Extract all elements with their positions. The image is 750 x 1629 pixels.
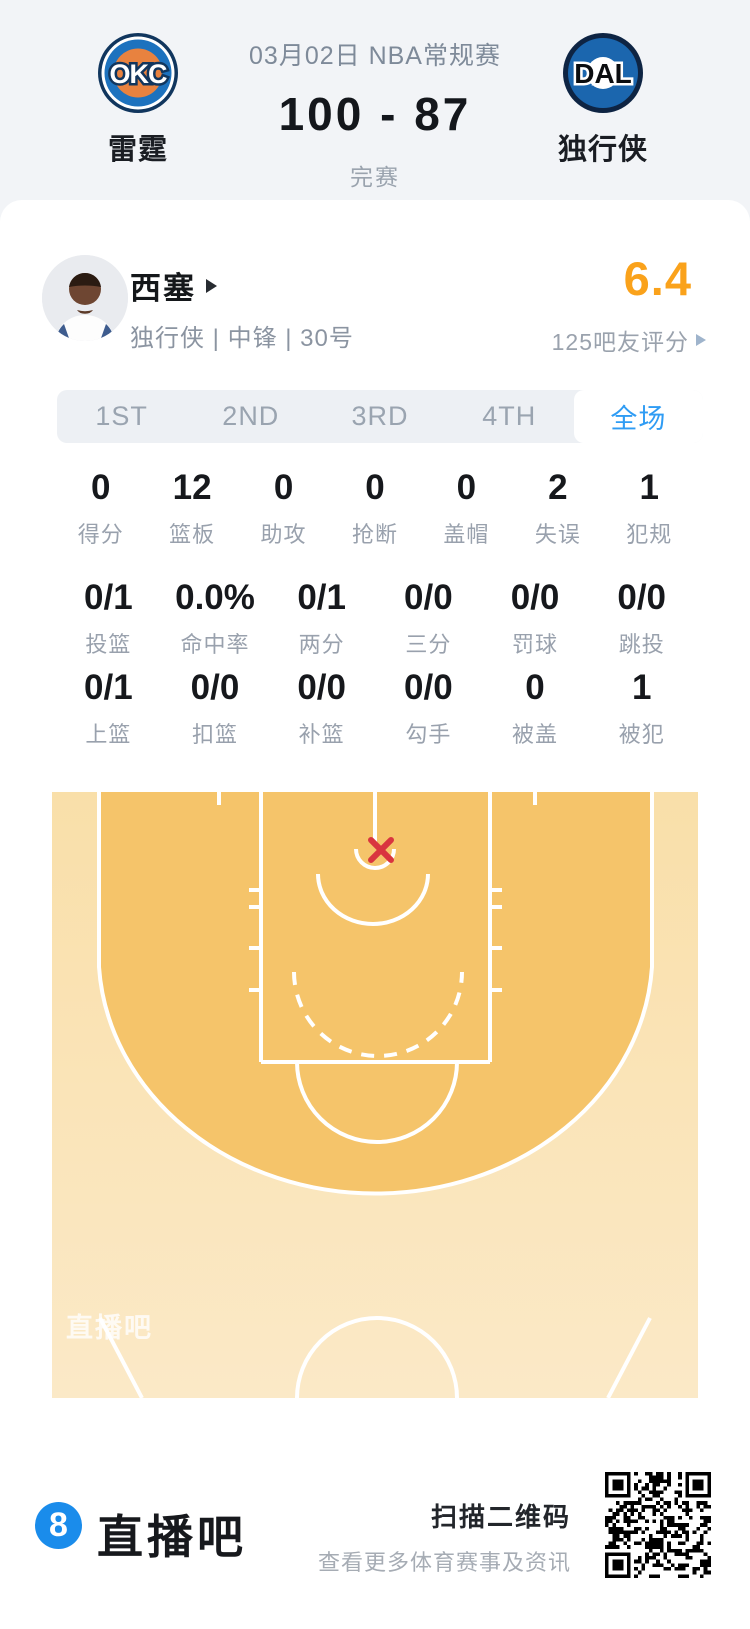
stat-layup: 0/1 上篮 <box>84 668 133 747</box>
three-point-line <box>97 792 654 1196</box>
team-home-name: 雷霆 <box>107 134 168 166</box>
missed-shot-x-marker <box>368 837 394 863</box>
lane-ticks <box>249 888 502 992</box>
stat-putback: 0/0 补篮 <box>297 668 346 747</box>
player-name-row[interactable]: 西塞 <box>130 263 217 308</box>
stat-fg: 0/1 投篮 <box>84 578 133 657</box>
three-point-area <box>99 792 652 1194</box>
match-center: 03月02日 NBA常规赛 100 - 87 完赛 <box>190 36 560 192</box>
quarter-tabbar: 1ST 2ND 3RD 4TH 全场 <box>57 390 704 443</box>
team-away: DAL 独行侠 <box>548 31 658 168</box>
rating-label: 125吧友评分 <box>551 329 689 355</box>
rating-link[interactable]: 125吧友评分 <box>552 323 706 357</box>
team-home: OKC 雷霆 <box>83 31 193 168</box>
okc-team-logo-icon: OKC <box>96 31 180 115</box>
dal-team-logo-icon: DAL <box>561 31 645 115</box>
stat-blocks: 0 盖帽 <box>443 468 490 547</box>
stats-row-basic: 0 得分 12 篮板 0 助攻 0 抢断 0 盖帽 2 失误 1 犯规 <box>55 468 695 549</box>
stat-3pt: 0/0 三分 <box>404 578 453 657</box>
court-watermark: 直播吧 <box>66 1313 153 1343</box>
shot-chart-court: 直播吧 <box>52 792 698 1399</box>
qr-subtitle: 查看更多体育赛事及资讯 <box>317 1550 571 1575</box>
stats-row-shooting: 0/1 投篮 0.0% 命中率 0/1 两分 0/0 三分 0/0 罚球 0/0 跳投 <box>55 578 695 659</box>
player-avatar[interactable] <box>42 255 128 341</box>
stat-turnovers: 2 失误 <box>534 468 581 547</box>
stat-fouls: 1 犯规 <box>626 468 673 547</box>
qr-code <box>605 1472 711 1578</box>
stat-2pt: 0/1 两分 <box>297 578 346 657</box>
chevron-right-icon <box>696 334 706 346</box>
qr-caption: 扫描二维码 查看更多体育赛事及资讯 <box>318 1497 571 1577</box>
key-lines <box>259 792 492 1064</box>
stat-points: 0 得分 <box>77 468 124 547</box>
player-rating: 6.4 <box>623 252 692 305</box>
restricted-area-arc <box>316 873 430 926</box>
baseline-ticks <box>217 792 537 805</box>
rim-arc <box>354 848 396 870</box>
match-status: 完赛 <box>350 164 400 190</box>
tab-full-game[interactable]: 全场 <box>573 390 704 443</box>
tab-1st[interactable]: 1ST <box>95 401 148 431</box>
stat-steals: 0 抢断 <box>351 468 398 547</box>
match-score: 100 - 87 <box>278 88 472 140</box>
chevron-right-icon <box>206 278 217 293</box>
match-date: 03月02日 NBA常规赛 <box>249 42 501 70</box>
tab-4th[interactable]: 4TH <box>482 401 537 431</box>
brand-name: 直播吧 <box>97 1511 247 1563</box>
player-name: 西塞 <box>130 271 196 306</box>
stats-row-shot-types: 0/1 上篮 0/0 扣篮 0/0 补篮 0/0 勾手 0 被盖 1 被犯 <box>55 668 695 749</box>
stat-assists: 0 助攻 <box>260 468 307 547</box>
half-court-circle <box>295 1316 459 1399</box>
brand-badge-number: 8 <box>49 1506 68 1544</box>
free-throw-circle-solid <box>295 1061 459 1144</box>
zhibo8-logo-icon: 8 <box>35 1502 82 1549</box>
stat-hook: 0/0 勾手 <box>404 668 453 747</box>
stat-blocked: 0 被盖 <box>512 668 559 747</box>
stat-fouled: 1 被犯 <box>618 668 665 747</box>
stat-fg-pct: 0.0% 命中率 <box>175 578 255 657</box>
stat-rebounds: 12 篮板 <box>169 468 216 547</box>
player-meta: 独行侠 | 中锋 | 30号 <box>130 325 354 352</box>
team-away-name: 独行侠 <box>557 134 648 166</box>
tab-3rd[interactable]: 3RD <box>351 401 409 431</box>
svg-text:DAL: DAL <box>574 58 632 89</box>
stat-dunk: 0/0 扣篮 <box>190 668 240 747</box>
corner-lines <box>98 1317 652 1399</box>
stat-jumper: 0/0 跳投 <box>617 578 667 657</box>
qr-title: 扫描二维码 <box>430 1502 571 1532</box>
tab-2nd[interactable]: 2ND <box>222 401 280 431</box>
stat-ft: 0/0 罚球 <box>510 578 560 657</box>
svg-text:OKC: OKC <box>110 59 168 89</box>
